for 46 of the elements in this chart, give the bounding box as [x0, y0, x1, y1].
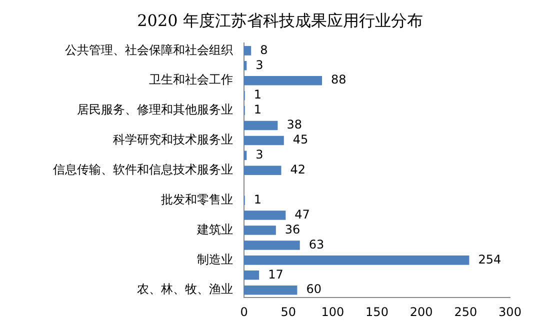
- data-label: 8: [260, 42, 268, 57]
- x-tick-label: 150: [366, 304, 388, 319]
- data-label: 1: [254, 102, 262, 117]
- y-tick-label: 农、林、牧、渔业: [137, 282, 233, 296]
- data-label: 3: [256, 148, 264, 162]
- data-label: 60: [306, 282, 322, 296]
- bar: [244, 256, 470, 265]
- data-label: 42: [290, 162, 306, 177]
- data-label: 63: [308, 237, 324, 252]
- bar: [244, 150, 247, 160]
- y-tick-label: 批发和零售业: [161, 192, 233, 206]
- bar: [244, 166, 282, 176]
- data-label: 45: [292, 132, 308, 147]
- y-tick-label: 卫生和社会工作: [149, 72, 233, 87]
- bar: [244, 270, 260, 280]
- y-tick-label: 信息传输、软件和信息技术服务业: [53, 162, 233, 177]
- bar: [244, 226, 276, 235]
- x-tick-label: 250: [454, 304, 478, 319]
- y-tick-label: 科学研究和技术服务业: [113, 132, 233, 147]
- y-tick-label: 制造业: [197, 252, 233, 266]
- x-tick-label: 100: [321, 304, 344, 319]
- x-tick-label: 0: [240, 304, 248, 319]
- data-label: 1: [254, 88, 262, 102]
- data-label: 38: [286, 118, 302, 132]
- y-tick-label: 居民服务、修理和其他服务业: [77, 102, 233, 117]
- bar: [244, 136, 284, 146]
- bar: [244, 120, 278, 130]
- data-label: 1: [254, 192, 262, 206]
- bar: [244, 240, 300, 250]
- x-tick-label: 300: [498, 304, 522, 319]
- x-tick-label: 200: [410, 304, 433, 319]
- y-tick-label: 公共管理、社会保障和社会组织: [65, 42, 233, 57]
- data-label: 47: [294, 207, 310, 222]
- data-label: 3: [256, 58, 264, 72]
- x-tick-label: 50: [280, 304, 296, 319]
- bar: [244, 46, 252, 56]
- bar: [244, 61, 247, 70]
- bar: [244, 210, 286, 220]
- chart-title: 2020 年度江苏省科技成果应用行业分布: [137, 10, 423, 30]
- data-label: 36: [284, 222, 300, 236]
- data-label: 88: [331, 72, 346, 87]
- data-label: 254: [478, 252, 502, 266]
- data-label: 17: [268, 267, 284, 282]
- bar: [244, 76, 322, 86]
- y-tick-label: 建筑业: [196, 222, 233, 236]
- bar: [244, 285, 298, 295]
